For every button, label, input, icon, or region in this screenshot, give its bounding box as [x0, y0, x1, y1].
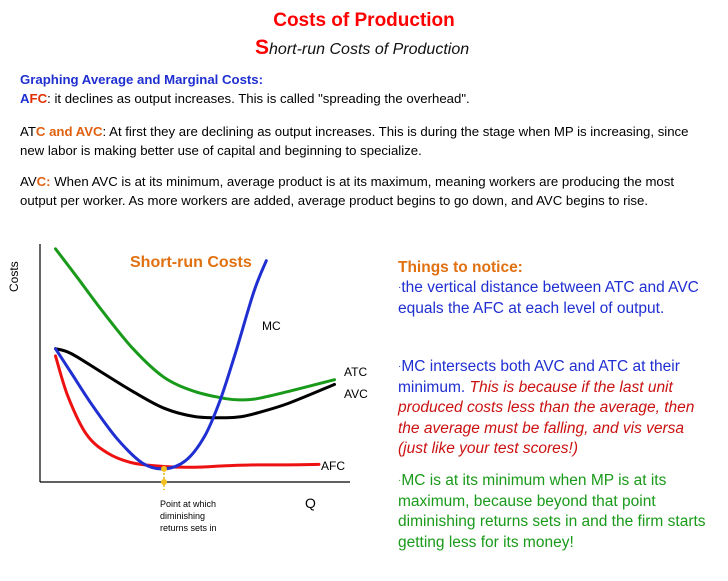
avc-label: AVC	[344, 387, 368, 401]
annotation-line-2: diminishing	[160, 511, 205, 521]
note-1-bullet: ·	[398, 282, 402, 293]
annotation-line-1: Point at which	[160, 499, 216, 509]
note-2-text: MC intersects both AVC and ATC at their …	[398, 358, 680, 396]
cost-curves-chart: Costs Q Short-run Costs MC ATC AVC AFC P…	[7, 244, 368, 533]
page-subtitle: Short-run Costs of Production	[255, 36, 469, 60]
afc-paragraph: Graphing Average and Marginal Costs: AFC…	[20, 71, 710, 108]
chart-title: Short-run Costs	[130, 254, 252, 271]
note-3: ·MC is at its minimum when MP is at its …	[398, 471, 708, 553]
note-3-bullet: ·	[398, 475, 402, 486]
title-text: Costs of Production	[273, 10, 455, 31]
atc-label: ATC	[344, 365, 367, 379]
atc-curve	[54, 247, 336, 402]
note-1: ·the vertical distance between ATC and A…	[398, 278, 708, 319]
mc-label: MC	[262, 319, 281, 333]
afc-line: AFC: it declines as output increases. Th…	[20, 90, 710, 109]
note-1-text: the vertical distance between ATC and AV…	[398, 279, 699, 317]
afc-label: AFC	[321, 459, 345, 473]
mc-curve	[54, 259, 268, 471]
avc-paragraph: AVC: When AVC is at its minimum, average…	[20, 173, 710, 210]
atc-prefix-at: AT	[20, 124, 36, 139]
notes-title: Things to notice:	[398, 259, 523, 276]
atc-prefix-rest: C and AVC	[35, 124, 103, 139]
y-axis-label: Costs	[7, 261, 21, 292]
atc-avc-paragraph: ATC and AVC: At first they are declining…	[20, 123, 710, 160]
afc-prefix-fc: FC	[29, 90, 48, 106]
atc-avc-text: : At first they are declining as output …	[20, 124, 689, 158]
avc-curve	[54, 347, 336, 420]
avc-prefix-c: C:	[36, 174, 51, 189]
afc-prefix-a: A	[20, 90, 30, 106]
intro-heading: Graphing Average and Marginal Costs:	[20, 72, 264, 87]
note-2-bullet: ·	[398, 361, 402, 372]
diminishing-returns-marker	[161, 465, 167, 472]
subtitle-rest: hort-run Costs of Production	[269, 41, 470, 58]
afc-text: : it declines as output increases. This …	[47, 90, 470, 106]
diminishing-returns-axis-marker	[161, 479, 167, 485]
x-axis-label: Q	[305, 495, 316, 511]
subtitle-initial: S	[255, 36, 270, 59]
page-title: Costs of Production	[0, 10, 728, 32]
note-2-italic: This is because if the last unit produce…	[398, 378, 695, 458]
avc-prefix-av: AV	[20, 174, 37, 189]
note-3-text: MC is at its minimum when MP is at its m…	[398, 472, 706, 551]
avc-text: When AVC is at its minimum, average prod…	[20, 174, 675, 208]
annotation-line-3: returns sets in	[160, 523, 217, 533]
note-2: ·MC intersects both AVC and ATC at their…	[398, 357, 708, 460]
